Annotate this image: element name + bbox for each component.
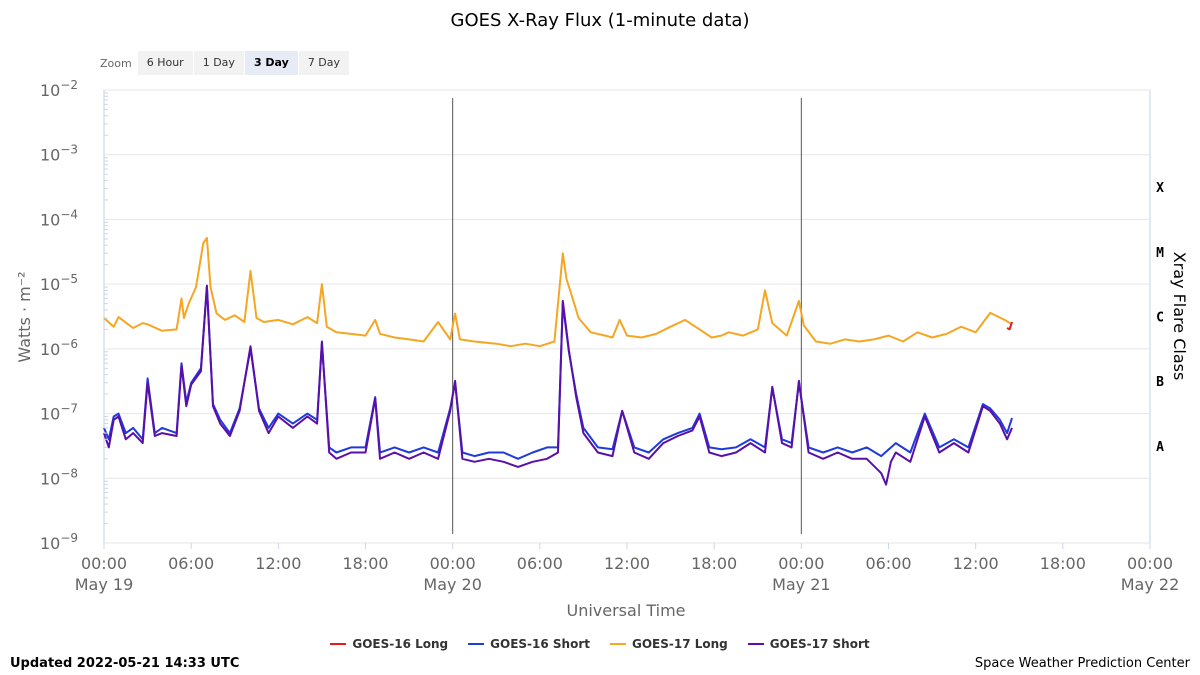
day-boundary-lines <box>452 98 802 534</box>
zoom-1-day-button[interactable]: 1 Day <box>193 51 244 75</box>
zoom-label: Zoom <box>100 56 132 70</box>
chart-legend: GOES-16 Long GOES-16 Short GOES-17 Long … <box>0 637 1200 651</box>
flare-class-a: A <box>1156 440 1164 455</box>
zoom-6-hour-button[interactable]: 6 Hour <box>137 51 193 75</box>
chart-title: GOES X-Ray Flux (1-minute data) <box>451 10 750 31</box>
y-tick-label: 10−9 <box>40 531 78 553</box>
x-tick-label: 00:00 <box>778 554 824 573</box>
x-axis-label: Universal Time <box>566 601 685 620</box>
x-tick-label: 18:00 <box>691 554 737 573</box>
zoom-7-day-button[interactable]: 7 Day <box>298 51 350 75</box>
series-lines <box>103 236 1013 486</box>
flare-class-c: C <box>1156 311 1164 326</box>
x-tick-label: 06:00 <box>865 554 911 573</box>
y-tick-label: 10−4 <box>40 207 78 229</box>
y-tick-label: 10−6 <box>40 337 78 359</box>
plot-frame <box>103 89 1151 544</box>
y-tick-label: 10−8 <box>40 466 78 488</box>
x-tick-label: 12:00 <box>953 554 999 573</box>
legend-label-goes16-short: GOES-16 Short <box>490 637 590 651</box>
x-tick-label: 00:00 <box>1127 554 1173 573</box>
legend-item-goes17-long[interactable]: GOES-17 Long <box>610 637 728 651</box>
x-tick-label: 12:00 <box>604 554 650 573</box>
y-tick-label: 10−3 <box>40 143 78 165</box>
legend-swatch-goes16-short <box>468 643 485 645</box>
flare-class-labels: X M C B A <box>1156 181 1164 455</box>
legend-swatch-goes16-long <box>330 643 347 645</box>
flare-class-b: B <box>1156 375 1164 390</box>
legend-swatch-goes17-long <box>610 643 626 645</box>
legend-label-goes17-long: GOES-17 Long <box>632 637 728 651</box>
x-date-label: May 22 <box>1121 575 1180 594</box>
series-line-goes17-long <box>103 236 1013 348</box>
x-date-label: May 21 <box>772 575 831 594</box>
updated-timestamp: Updated 2022-05-21 14:33 UTC <box>10 656 240 671</box>
y-tick-label: 10−2 <box>40 78 78 100</box>
y-axis-label: Watts · m⁻² <box>15 271 34 362</box>
y-axis-ticks: 10−2 10−3 10−4 10−5 10−6 10−7 10−8 10−9 <box>40 78 108 553</box>
flare-class-x: X <box>1156 181 1164 196</box>
x-tick-label: 18:00 <box>1040 554 1086 573</box>
series-line-goes17-short <box>103 284 1013 486</box>
y-tick-label: 10−5 <box>40 272 78 294</box>
x-tick-label: 06:00 <box>517 554 563 573</box>
x-date-label: May 20 <box>423 575 482 594</box>
x-tick-label: 18:00 <box>342 554 388 573</box>
flare-class-m: M <box>1156 246 1164 261</box>
grid-lines <box>104 89 1150 544</box>
x-tick-label: 00:00 <box>430 554 476 573</box>
zoom-bar: Zoom 6 Hour 1 Day 3 Day 7 Day <box>100 51 350 75</box>
x-tick-label: 12:00 <box>255 554 301 573</box>
y2-axis-label: Xray Flare Class <box>1170 252 1189 381</box>
x-tick-label: 06:00 <box>168 554 214 573</box>
legend-label-goes16-long: GOES-16 Long <box>352 637 449 651</box>
y-tick-label: 10−7 <box>40 402 78 424</box>
series-line-goes16-long <box>1006 321 1013 331</box>
x-axis-ticks: 00:00 May 19 06:00 12:00 18:00 00:00 May 20 06:… <box>75 543 1180 594</box>
legend-item-goes17-short[interactable]: GOES-17 Short <box>747 637 870 651</box>
legend-item-goes16-long[interactable]: GOES-16 Long <box>330 637 448 651</box>
legend-label-goes17-short: GOES-17 Short <box>769 637 870 651</box>
legend-swatch-goes17-short <box>747 643 764 645</box>
zoom-3-day-button[interactable]: 3 Day <box>244 51 298 75</box>
credit-text: Space Weather Prediction Center <box>974 656 1190 671</box>
x-tick-label: 00:00 <box>81 554 127 573</box>
x-date-label: May 19 <box>75 575 134 594</box>
legend-item-goes16-short[interactable]: GOES-16 Short <box>468 637 590 651</box>
